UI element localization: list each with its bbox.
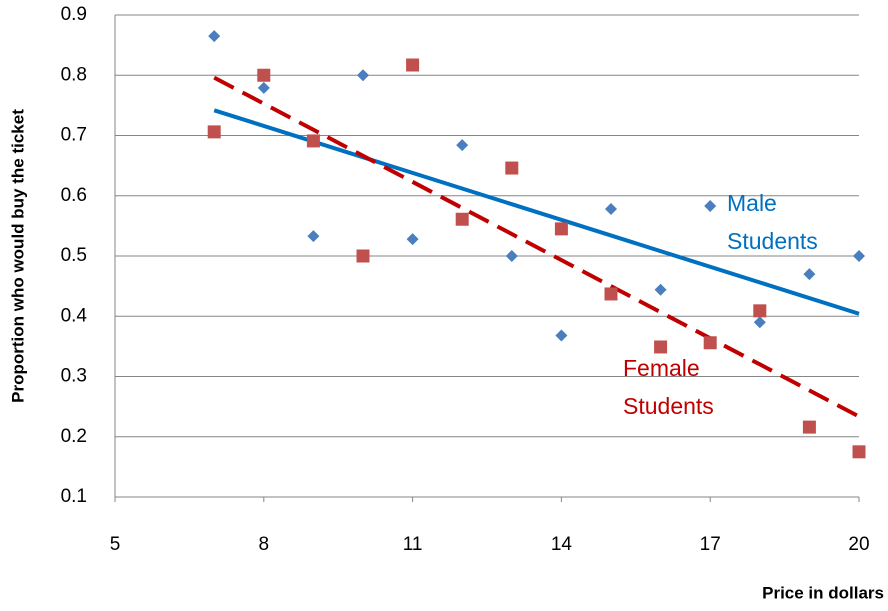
point (654, 340, 668, 354)
y-tick-label: 0.4 (61, 305, 88, 326)
point (505, 250, 518, 262)
point (605, 203, 617, 216)
x-axis-label: Price in dollars (762, 583, 884, 602)
y-axis-label: Proportion who would buy the ticket (8, 109, 27, 403)
trend-line (213, 75, 860, 419)
point (357, 69, 369, 82)
point (604, 287, 618, 301)
y-tick-label: 0.1 (61, 486, 87, 507)
point (505, 161, 519, 175)
point (753, 304, 767, 318)
point (803, 268, 816, 281)
y-tick-label: 0.2 (61, 426, 87, 447)
x-tick-label: 14 (551, 534, 573, 555)
point (406, 58, 420, 72)
x-tick-label: 11 (403, 534, 423, 555)
point (307, 230, 320, 243)
series-label: Female (623, 355, 700, 381)
point (257, 81, 270, 94)
point (853, 250, 865, 262)
y-tick-label: 0.8 (61, 64, 87, 85)
point (257, 68, 271, 82)
x-tick-label: 17 (700, 534, 721, 555)
y-tick-label: 0.5 (61, 245, 87, 266)
point (753, 316, 766, 329)
y-tick-label: 0.9 (61, 4, 87, 25)
y-tick-label: 0.6 (61, 185, 87, 206)
series-label: Students (727, 228, 818, 254)
point (456, 139, 469, 152)
series-label: Male (727, 190, 777, 216)
point (406, 233, 419, 246)
point (356, 249, 370, 263)
series-label: Students (623, 393, 714, 419)
point (555, 329, 568, 342)
point (554, 222, 568, 236)
x-tick-label: 20 (848, 534, 869, 555)
point (207, 125, 221, 139)
x-tick-label: 8 (259, 534, 270, 555)
point (802, 420, 816, 434)
point (208, 30, 221, 43)
point (703, 336, 717, 350)
point (455, 212, 469, 226)
y-tick-label: 0.3 (61, 366, 87, 387)
point (306, 134, 320, 148)
x-tick-label: 5 (110, 534, 121, 555)
point (704, 199, 717, 212)
trend-line (213, 108, 860, 316)
y-tick-label: 0.7 (61, 125, 87, 146)
point (852, 445, 866, 459)
point (654, 283, 667, 296)
